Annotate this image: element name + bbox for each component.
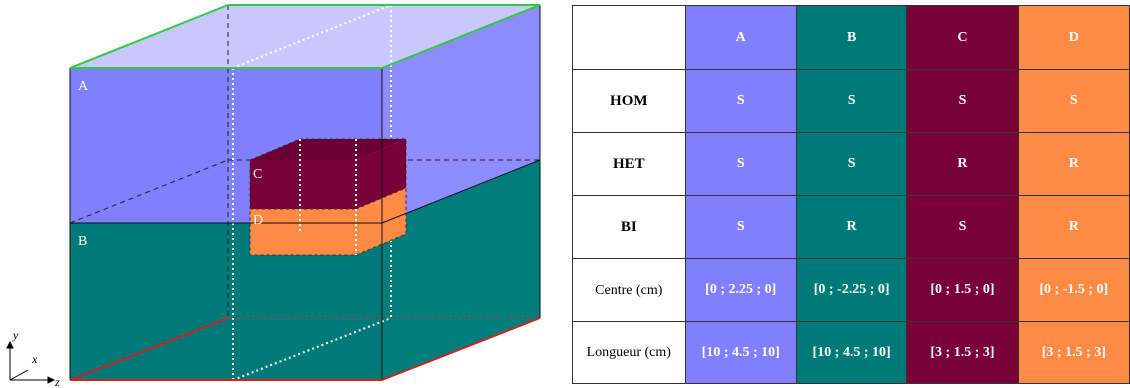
region-c-label: C bbox=[253, 167, 262, 182]
table-cell: S bbox=[906, 195, 1019, 259]
table-cell: S bbox=[684, 69, 797, 133]
region-c-top-face bbox=[250, 139, 406, 160]
row-label: BI bbox=[572, 195, 686, 259]
table-cell: S bbox=[684, 195, 797, 259]
region-a-label: A bbox=[78, 79, 89, 94]
region-a-side-face bbox=[382, 5, 540, 223]
table-corner bbox=[572, 5, 686, 70]
table-cell: R bbox=[1017, 195, 1130, 259]
row-label: HET bbox=[572, 132, 686, 196]
column-header-c: C bbox=[906, 5, 1019, 70]
column-header-d: D bbox=[1017, 5, 1130, 70]
table-cell: R bbox=[906, 132, 1019, 196]
region-c-side-face bbox=[356, 139, 406, 209]
table-cell: S bbox=[906, 69, 1019, 133]
table-cell: [3 ; 1.5 ; 3] bbox=[906, 321, 1019, 384]
column-header-b: B bbox=[795, 5, 908, 70]
table-row: BI S R S R bbox=[572, 195, 1130, 259]
region-b-front-face bbox=[70, 223, 382, 380]
region-b-side-face bbox=[382, 160, 540, 380]
region-d-side-face bbox=[356, 188, 406, 255]
column-header-a: A bbox=[684, 5, 797, 70]
table-cell: R bbox=[795, 195, 908, 259]
table-row: Longueur (cm) [10 ; 4.5 ; 10] [10 ; 4.5 … bbox=[572, 321, 1130, 384]
table-cell: S bbox=[1017, 69, 1130, 133]
row-label: Centre (cm) bbox=[572, 258, 686, 322]
table-cell: [0 ; -1.5 ; 0] bbox=[1017, 258, 1130, 322]
region-d-label: D bbox=[253, 213, 263, 228]
table-header-row: A B C D bbox=[572, 5, 1130, 70]
table-cell: [10 ; 4.5 ; 10] bbox=[795, 321, 908, 384]
table-cell: [10 ; 4.5 ; 10] bbox=[684, 321, 797, 384]
row-label: HOM bbox=[572, 69, 686, 133]
table-cell: [3 ; 1.5 ; 3] bbox=[1017, 321, 1130, 384]
table-cell: S bbox=[795, 69, 908, 133]
axis-z-label: z bbox=[54, 375, 60, 388]
block-diagram: A B C D y x z bbox=[6, 4, 541, 388]
region-d-front-face bbox=[250, 209, 356, 255]
region-a-top-face bbox=[70, 5, 540, 68]
table-cell: [0 ; 2.25 ; 0] bbox=[684, 258, 797, 322]
axis-y-label: y bbox=[12, 328, 19, 342]
table-row: Centre (cm) [0 ; 2.25 ; 0] [0 ; -2.25 ; … bbox=[572, 258, 1130, 322]
table-cell: [0 ; 1.5 ; 0] bbox=[906, 258, 1019, 322]
table-cell: S bbox=[795, 132, 908, 196]
row-label: Longueur (cm) bbox=[572, 321, 686, 384]
region-b-label: B bbox=[78, 234, 87, 249]
table-cell: R bbox=[1017, 132, 1130, 196]
axes-triad bbox=[6, 340, 56, 384]
properties-table: A B C D HOM S S S S HET S S R R BI S R S… bbox=[572, 5, 1130, 384]
table-row: HOM S S S S bbox=[572, 69, 1130, 133]
table-row: HET S S R R bbox=[572, 132, 1130, 196]
table-cell: S bbox=[684, 132, 797, 196]
axis-x-label: x bbox=[31, 352, 38, 366]
region-c-front-face bbox=[250, 160, 356, 209]
table-cell: [0 ; -2.25 ; 0] bbox=[795, 258, 908, 322]
